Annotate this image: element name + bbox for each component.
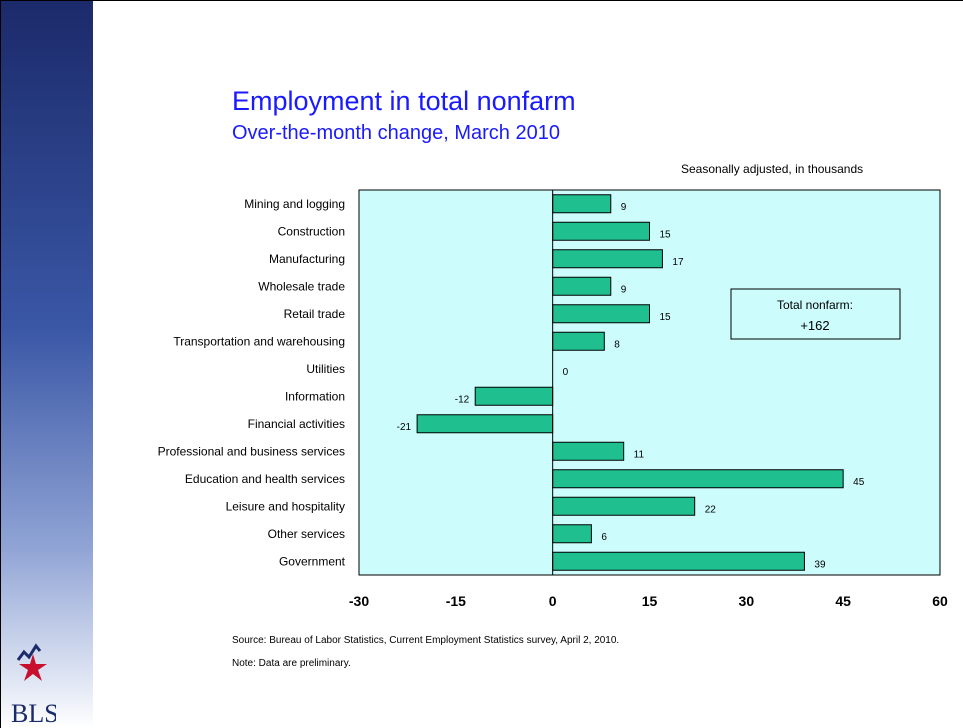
data-label-financial-activities: -21 (397, 422, 412, 433)
data-label-retail-trade: 15 (660, 312, 672, 323)
x-tick-label: 45 (835, 593, 851, 609)
x-tick-label: -15 (446, 593, 466, 609)
category-label-wholesale-trade: Wholesale trade (258, 279, 345, 293)
logo-text: BLS (11, 699, 56, 726)
bar-wholesale-trade (552, 276, 612, 296)
preliminary-note: Note: Data are preliminary. (232, 658, 351, 669)
total-nonfarm-annotation: Total nonfarm: +162 (730, 288, 901, 340)
data-label-mining-and-logging: 9 (621, 202, 627, 213)
logo-star-icon (19, 654, 47, 681)
bar-retail-trade (552, 304, 651, 324)
units-label: Seasonally adjusted, in thousands (681, 162, 864, 176)
bar-government (552, 551, 805, 571)
data-label-wholesale-trade: 9 (621, 284, 627, 295)
data-label-government: 39 (814, 559, 826, 570)
category-label-leisure-and-hospitality: Leisure and hospitality (226, 499, 345, 513)
data-label-education-and-health-services: 45 (853, 477, 865, 488)
category-label-information: Information (285, 389, 345, 403)
bar-transportation-and-warehousing (552, 331, 605, 351)
x-tick-label: -30 (349, 593, 369, 609)
bar-leisure-and-hospitality (552, 496, 696, 516)
x-tick-label: 30 (739, 593, 755, 609)
bls-logo: BLS (11, 643, 56, 726)
category-label-transportation-and-warehousing: Transportation and warehousing (173, 334, 345, 348)
bar-information (474, 386, 554, 406)
category-label-government: Government (279, 554, 346, 568)
data-label-leisure-and-hospitality: 22 (705, 504, 717, 515)
annotation-value: +162 (800, 318, 829, 333)
category-label-utilities: Utilities (306, 362, 345, 376)
data-label-manufacturing: 17 (672, 257, 684, 268)
bar-financial-activities (416, 414, 554, 434)
category-label-construction: Construction (278, 224, 345, 238)
category-label-education-and-health-services: Education and health services (185, 472, 345, 486)
bar-education-and-health-services (552, 469, 844, 489)
frame-top-border (0, 0, 963, 1)
category-label-other-services: Other services (268, 527, 345, 541)
chart-subtitle: Over-the-month change, March 2010 (232, 122, 560, 144)
x-tick-label: 0 (549, 593, 557, 609)
bar-mining-and-logging (552, 194, 612, 214)
data-label-transportation-and-warehousing: 8 (614, 339, 620, 350)
bar-professional-and-business-services (552, 441, 625, 461)
data-label-professional-and-business-services: 11 (634, 449, 645, 460)
data-label-other-services: 6 (601, 532, 607, 543)
category-label-mining-and-logging: Mining and logging (244, 197, 345, 211)
bar-construction (552, 221, 651, 241)
category-label-professional-and-business-services: Professional and business services (158, 444, 345, 458)
data-label-information: -12 (455, 394, 470, 405)
frame-left-border (0, 0, 1, 728)
x-tick-label: 15 (642, 593, 658, 609)
source-note: Source: Bureau of Labor Statistics, Curr… (232, 635, 620, 646)
category-label-manufacturing: Manufacturing (269, 252, 345, 266)
sidebar-gradient-band (1, 1, 93, 728)
x-tick-label: 60 (932, 593, 948, 609)
bar-other-services (552, 524, 592, 544)
plot-area (358, 189, 941, 576)
annotation-box (730, 288, 901, 340)
logo-line-icon (16, 643, 42, 661)
category-label-retail-trade: Retail trade (284, 307, 346, 321)
annotation-label: Total nonfarm: (777, 298, 853, 312)
data-label-utilities: 0 (563, 367, 569, 378)
bar-manufacturing (552, 249, 663, 269)
chart-title: Employment in total nonfarm (232, 86, 576, 116)
category-label-financial-activities: Financial activities (248, 417, 345, 431)
data-label-construction: 15 (660, 229, 672, 240)
